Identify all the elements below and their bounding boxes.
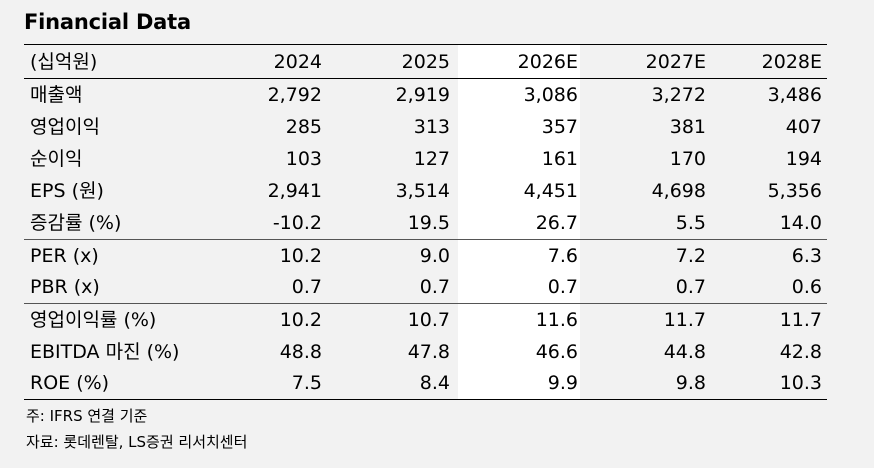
table-cell: 161 [541,148,578,170]
table-cell: 170 [669,148,706,170]
table-cell: 10.7 [407,309,450,331]
table-cell: 2,792 [267,84,322,106]
table-cell: 2,919 [395,84,450,106]
table-cell: 10.2 [279,245,322,267]
row-label: 영업이익률 (%) [30,309,157,331]
bottom-rule [24,399,827,400]
page-title: Financial Data [24,10,191,34]
group-divider [24,239,827,240]
table-cell: 3,514 [395,180,450,202]
table-cell: 4,698 [651,180,706,202]
table-cell: 26.7 [535,212,578,234]
header-row: (십억원) 2024 2025 2026E 2027E 2028E [24,46,827,78]
table-cell: 357 [541,116,578,138]
table-cell: 9.8 [675,372,706,394]
table-cell: 103 [285,148,322,170]
table-cell: 46.6 [535,341,578,363]
table-cell: 407 [785,116,822,138]
table-cell: 0.7 [419,276,450,298]
table-cell: -10.2 [272,212,322,234]
table-cell: 3,272 [651,84,706,106]
table-row: ROE (%) 7.5 8.4 9.9 9.8 10.3 [24,367,827,399]
table-cell: 5.5 [675,212,706,234]
table-row: PBR (x) 0.7 0.7 0.7 0.7 0.6 [24,271,827,303]
table-cell: 0.7 [675,276,706,298]
table-cell: 285 [285,116,322,138]
table-row: 증감률 (%) -10.2 19.5 26.7 5.5 14.0 [24,207,827,239]
year-header: 2024 [273,51,322,73]
table-cell: 47.8 [407,341,450,363]
row-label: EBITDA 마진 (%) [30,341,180,363]
table-cell: 42.8 [779,341,822,363]
table-cell: 0.6 [791,276,822,298]
table-cell: 9.9 [547,372,578,394]
table-cell: 7.2 [675,245,706,267]
header-rule [24,78,827,79]
unit-label: (십억원) [30,51,98,73]
row-label: 증감률 (%) [30,212,122,234]
footnote: 주: IFRS 연결 기준 [26,407,148,425]
row-label: 영업이익 [30,116,100,138]
table-cell: 44.8 [663,341,706,363]
table-row: PER (x) 10.2 9.0 7.6 7.2 6.3 [24,240,827,272]
table-cell: 11.7 [663,309,706,331]
row-label: PBR (x) [30,276,100,298]
year-header: 2028E [761,51,822,73]
table-cell: 6.3 [791,245,822,267]
year-header: 2025 [401,51,450,73]
table-row: EPS (원) 2,941 3,514 4,451 4,698 5,356 [24,175,827,207]
table-cell: 10.3 [779,372,822,394]
table-cell: 4,451 [523,180,578,202]
row-label: 순이익 [30,148,83,170]
table-cell: 0.7 [547,276,578,298]
row-label: 매출액 [30,84,83,106]
table-row: 순이익 103 127 161 170 194 [24,143,827,175]
table-cell: 5,356 [767,180,822,202]
table-cell: 127 [413,148,450,170]
table-row: 영업이익률 (%) 10.2 10.7 11.6 11.7 11.7 [24,304,827,336]
table-row: 매출액 2,792 2,919 3,086 3,272 3,486 [24,79,827,111]
table-cell: 194 [785,148,822,170]
table-cell: 8.4 [419,372,450,394]
table-cell: 7.6 [547,245,578,267]
year-header: 2027E [645,51,706,73]
year-header: 2026E [517,51,578,73]
table-cell: 10.2 [279,309,322,331]
group-divider [24,303,827,304]
table-cell: 3,086 [523,84,578,106]
table-cell: 19.5 [407,212,450,234]
table-cell: 14.0 [779,212,822,234]
table-cell: 313 [413,116,450,138]
table-cell: 9.0 [419,245,450,267]
source-note: 자료: 롯데렌탈, LS증권 리서치센터 [26,433,248,451]
top-rule [24,44,827,45]
table-cell: 7.5 [291,372,322,394]
row-label: PER (x) [30,245,99,267]
table-cell: 381 [669,116,706,138]
table-cell: 2,941 [267,180,322,202]
table-row: EBITDA 마진 (%) 48.8 47.8 46.6 44.8 42.8 [24,336,827,368]
table-cell: 0.7 [291,276,322,298]
table-cell: 3,486 [767,84,822,106]
row-label: EPS (원) [30,180,104,202]
row-label: ROE (%) [30,372,110,394]
highlight-column [458,44,580,400]
table-cell: 11.7 [779,309,822,331]
table-cell: 11.6 [535,309,578,331]
table-row: 영업이익 285 313 357 381 407 [24,111,827,143]
table-cell: 48.8 [279,341,322,363]
